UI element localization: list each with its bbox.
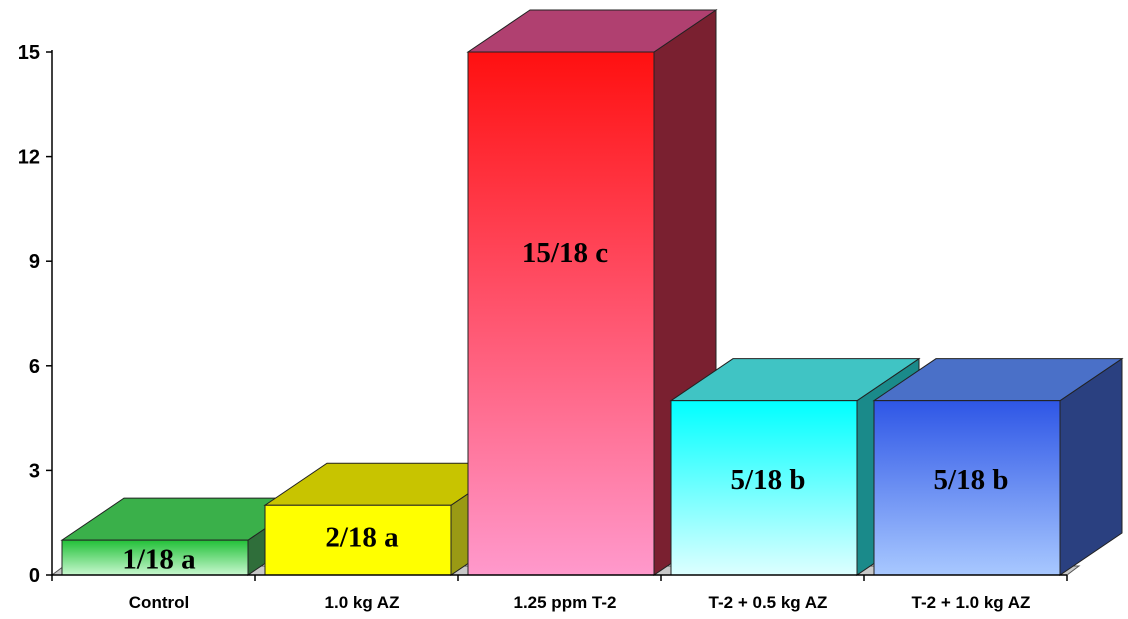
data-label: 1/18 a <box>122 544 196 576</box>
bar-front-face <box>873 400 1061 576</box>
category-label: 1.0 kg AZ <box>325 593 400 612</box>
bar-front-face <box>61 539 249 576</box>
bar-front-face <box>264 504 452 576</box>
y-tick-label: 9 <box>29 251 40 273</box>
data-label: 2/18 a <box>325 522 399 554</box>
category-label: Control <box>129 593 189 612</box>
data-label: 5/18 b <box>934 464 1009 496</box>
bar-layer <box>60 9 1124 576</box>
y-tick-label: 6 <box>29 356 40 378</box>
data-label: 5/18 b <box>731 464 806 496</box>
y-tick-label: 3 <box>29 460 40 482</box>
bar-front-face <box>467 51 655 576</box>
y-tick-label: 0 <box>29 565 40 587</box>
data-label: 15/18 c <box>522 237 608 269</box>
label-layer: 1/18 a Control 2/18 a 1.0 kg AZ 15/18 c 1.25 … <box>18 42 1031 612</box>
category-label: 1.25 ppm T-2 <box>514 593 617 612</box>
category-label: T-2 + 0.5 kg AZ <box>709 593 828 612</box>
category-label: T-2 + 1.0 kg AZ <box>912 593 1031 612</box>
bar-front-face <box>670 400 858 576</box>
y-tick-label: 15 <box>18 42 40 64</box>
y-tick-label: 12 <box>18 147 40 169</box>
axis-layer <box>46 50 1068 581</box>
bar-5 <box>872 357 1124 576</box>
